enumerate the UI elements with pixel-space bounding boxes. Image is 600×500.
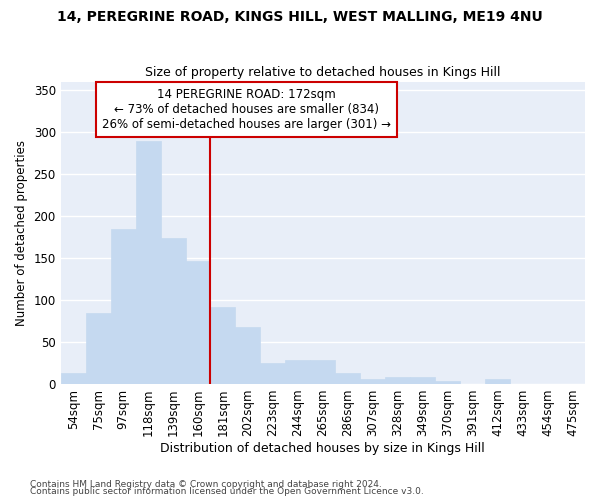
Text: 14, PEREGRINE ROAD, KINGS HILL, WEST MALLING, ME19 4NU: 14, PEREGRINE ROAD, KINGS HILL, WEST MAL…	[57, 10, 543, 24]
Bar	[86, 312, 110, 384]
Text: Contains public sector information licensed under the Open Government Licence v3: Contains public sector information licen…	[30, 487, 424, 496]
Bar	[485, 379, 510, 384]
Y-axis label: Number of detached properties: Number of detached properties	[15, 140, 28, 326]
Text: 14 PEREGRINE ROAD: 172sqm
← 73% of detached houses are smaller (834)
26% of semi: 14 PEREGRINE ROAD: 172sqm ← 73% of detac…	[103, 88, 391, 131]
Bar	[235, 327, 260, 384]
Bar	[110, 229, 136, 384]
Bar	[260, 363, 286, 384]
Bar	[385, 377, 410, 384]
Bar	[335, 373, 360, 384]
Text: Contains HM Land Registry data © Crown copyright and database right 2024.: Contains HM Land Registry data © Crown c…	[30, 480, 382, 489]
X-axis label: Distribution of detached houses by size in Kings Hill: Distribution of detached houses by size …	[160, 442, 485, 455]
Bar	[61, 373, 86, 384]
Bar	[286, 360, 310, 384]
Bar	[360, 379, 385, 384]
Bar	[410, 377, 435, 384]
Bar	[161, 238, 185, 384]
Title: Size of property relative to detached houses in Kings Hill: Size of property relative to detached ho…	[145, 66, 500, 80]
Bar	[136, 141, 161, 384]
Bar	[185, 260, 211, 384]
Bar	[435, 382, 460, 384]
Bar	[310, 360, 335, 384]
Bar	[211, 307, 235, 384]
